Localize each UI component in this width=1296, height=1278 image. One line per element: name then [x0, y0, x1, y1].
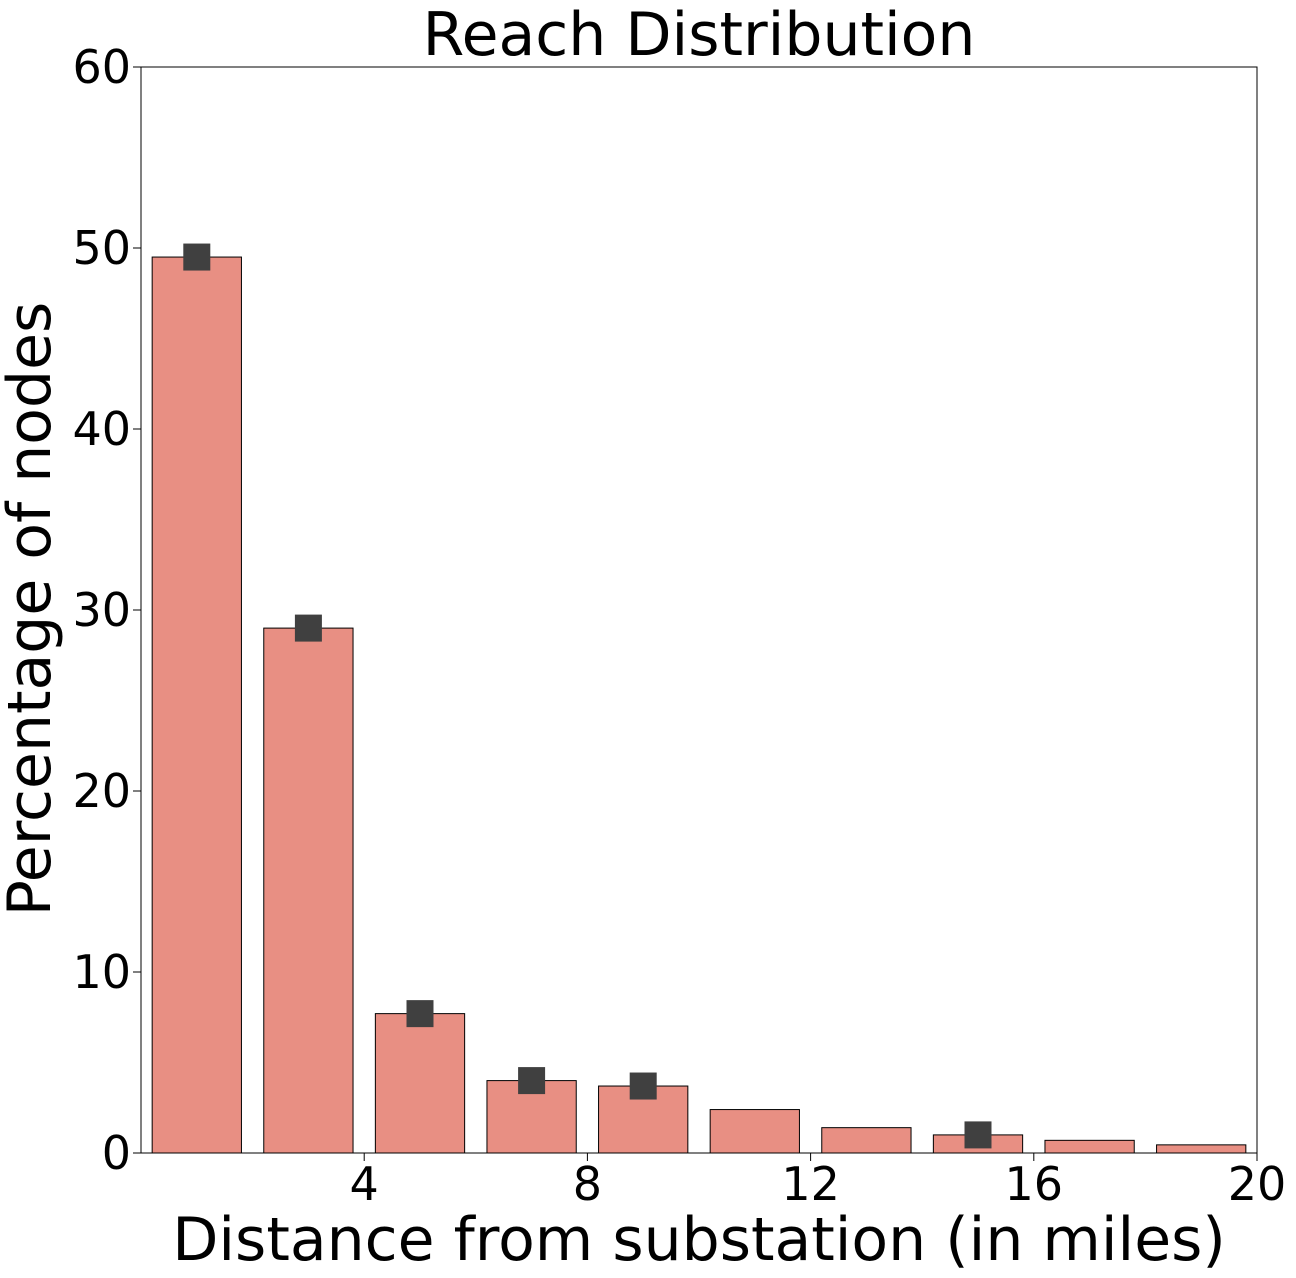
bar-7: [821, 1127, 912, 1154]
marker-4: [518, 1067, 546, 1095]
bar-1: [151, 256, 242, 1154]
x-tick-label: 16: [1005, 1157, 1064, 1211]
y-axis-label: Percentage of nodes: [0, 302, 65, 917]
bars-layer: [151, 256, 1247, 1154]
marker-1: [183, 243, 211, 271]
bar-9: [1044, 1139, 1135, 1154]
marker-3: [406, 1000, 434, 1028]
x-tick-label: 4: [350, 1157, 379, 1211]
y-tick-label: 60: [72, 40, 131, 94]
ticks-layer: 4 8 12 16 20 0 10 20 30 40 50 60: [72, 40, 1286, 1211]
x-tick-label: 8: [573, 1157, 602, 1211]
y-tick-label: 30: [72, 583, 131, 637]
markers-layer: [183, 243, 992, 1149]
y-tick-label: 10: [72, 945, 131, 999]
x-tick-label: 12: [781, 1157, 840, 1211]
y-tick-label: 40: [72, 402, 131, 456]
bar-6: [709, 1109, 800, 1154]
x-axis-label: Distance from substation (in miles): [172, 1205, 1226, 1275]
bar-3: [374, 1013, 466, 1154]
marker-2: [294, 614, 322, 642]
y-tick-label: 20: [72, 764, 131, 818]
bar-2: [263, 627, 354, 1154]
y-tick-label: 0: [102, 1126, 131, 1180]
marker-6: [964, 1121, 992, 1149]
marker-5: [629, 1072, 657, 1100]
bar-10: [1156, 1144, 1247, 1154]
chart-title: Reach Distribution: [423, 0, 976, 70]
x-tick-label: 20: [1228, 1157, 1287, 1211]
y-tick-label: 50: [72, 221, 131, 275]
plot-area-frame: [140, 66, 1258, 1154]
